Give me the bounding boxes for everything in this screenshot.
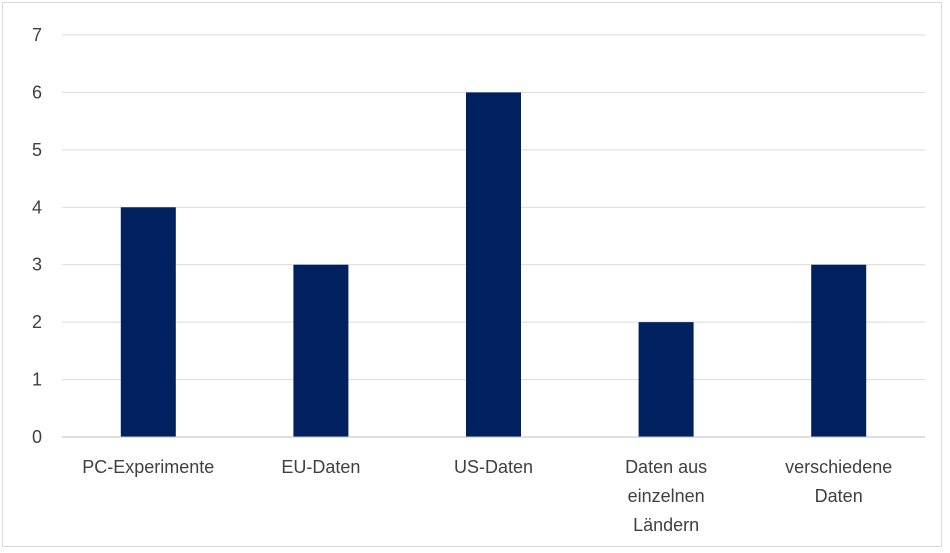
bar	[466, 92, 521, 437]
y-tick-label: 3	[32, 255, 42, 275]
y-tick-label: 6	[32, 82, 42, 102]
bars	[120, 92, 867, 437]
x-category-label: verschiedene Daten	[785, 457, 892, 506]
bar	[293, 264, 349, 437]
bar	[120, 207, 176, 437]
bar	[811, 264, 867, 437]
x-category-label: US-Daten	[454, 457, 533, 477]
y-tick-label: 4	[32, 197, 42, 217]
y-tick-label: 1	[32, 370, 42, 390]
y-tick-label: 5	[32, 140, 42, 160]
x-axis-category-labels: PC-Experimente EU-Daten US-Daten Daten aus e…	[82, 457, 892, 535]
x-category-label: EU-Daten	[281, 457, 360, 477]
x-category-label: PC-Experimente	[82, 457, 214, 477]
x-category-label: Daten aus einzelnen Ländern	[625, 457, 707, 535]
bar	[638, 322, 694, 437]
y-axis-tick-labels: 0 1 2 3 4 5 6 7	[32, 25, 42, 447]
y-tick-label: 0	[32, 427, 42, 447]
y-tick-label: 2	[32, 312, 42, 332]
gridlines	[62, 34, 925, 381]
y-tick-label: 7	[32, 25, 42, 45]
chart-frame	[2, 2, 942, 547]
